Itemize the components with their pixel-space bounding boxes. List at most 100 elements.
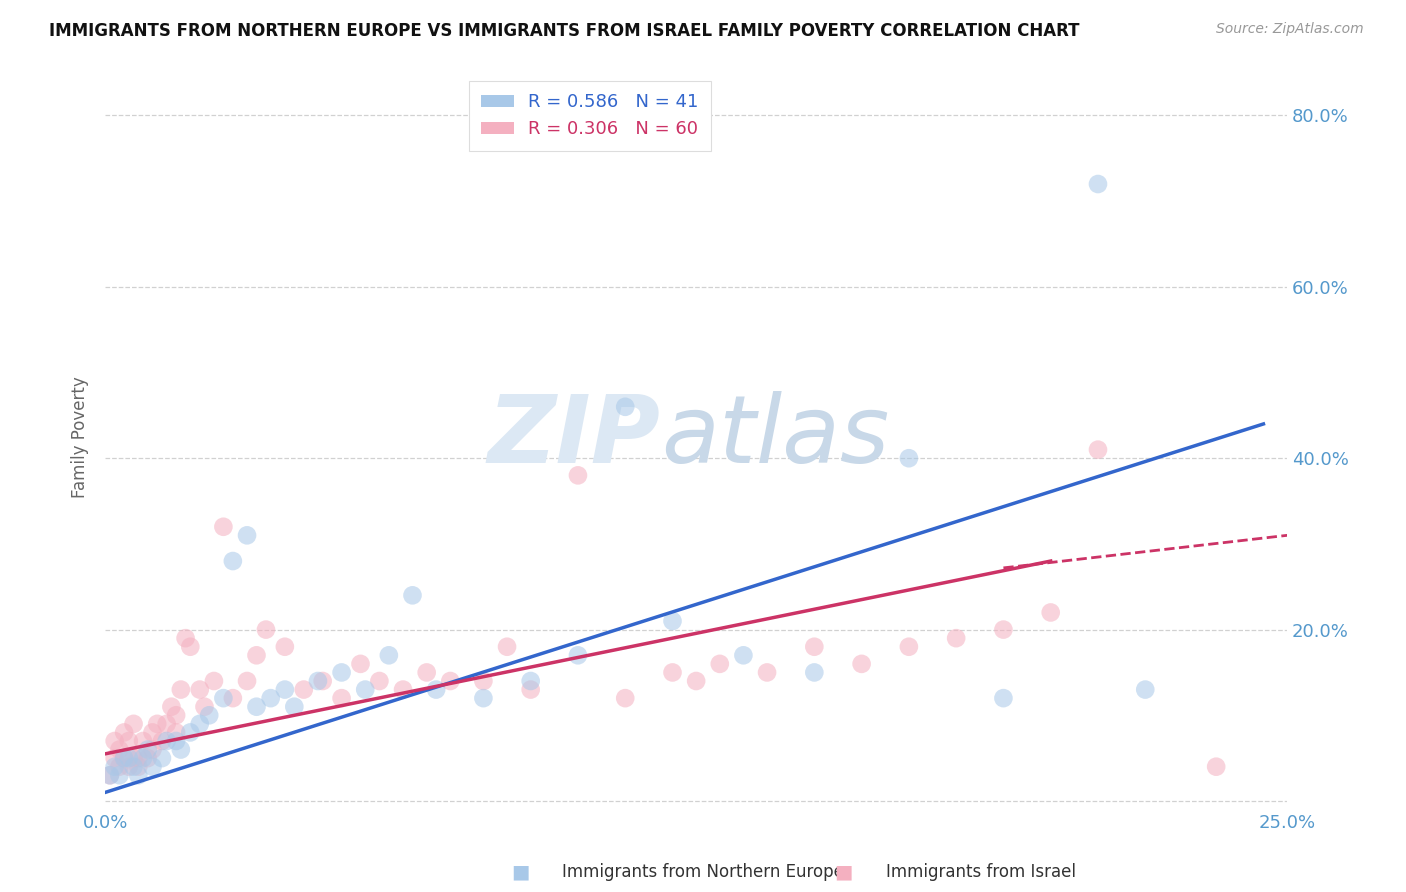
Point (118, 760, 141, 774)
Point (136, 742, 159, 756)
Point (108, 760, 131, 774)
Point (661, 614, 683, 628)
Point (1039, 606, 1062, 620)
Point (519, 682, 541, 697)
Point (401, 588, 423, 602)
Point (496, 640, 519, 654)
Point (132, 734, 155, 748)
Point (245, 648, 267, 663)
Text: Immigrants from Israel: Immigrants from Israel (886, 863, 1076, 881)
Point (160, 699, 183, 714)
Point (150, 751, 173, 765)
Point (141, 725, 163, 739)
Point (439, 673, 461, 688)
Point (112, 751, 135, 765)
Point (165, 725, 187, 739)
Point (136, 751, 159, 765)
Point (292, 682, 315, 697)
Point (519, 673, 541, 688)
Point (803, 640, 825, 654)
Point (146, 716, 169, 731)
Point (98, 768, 121, 782)
Point (1087, 442, 1109, 457)
Point (330, 665, 353, 680)
Point (179, 640, 201, 654)
Point (141, 760, 163, 774)
Point (993, 691, 1015, 706)
Point (150, 734, 173, 748)
Point (803, 665, 825, 680)
Point (415, 665, 437, 680)
Point (127, 768, 149, 782)
Point (141, 742, 163, 756)
Point (118, 734, 141, 748)
Point (661, 665, 683, 680)
Point (170, 682, 193, 697)
Point (354, 682, 377, 697)
Point (897, 640, 920, 654)
Point (330, 691, 353, 706)
Point (472, 691, 495, 706)
Point (108, 768, 131, 782)
Text: IMMIGRANTS FROM NORTHERN EUROPE VS IMMIGRANTS FROM ISRAEL FAMILY POVERTY CORRELA: IMMIGRANTS FROM NORTHERN EUROPE VS IMMIG… (49, 22, 1080, 40)
Legend: R = 0.586   N = 41, R = 0.306   N = 60: R = 0.586 N = 41, R = 0.306 N = 60 (468, 80, 711, 151)
Point (212, 691, 235, 706)
Point (425, 682, 447, 697)
Point (614, 400, 637, 414)
Point (311, 673, 333, 688)
Point (156, 734, 179, 748)
Point (212, 520, 235, 534)
Point (202, 673, 225, 688)
Point (127, 751, 149, 765)
Point (188, 682, 211, 697)
Point (122, 751, 145, 765)
Point (104, 751, 127, 765)
Point (283, 699, 305, 714)
Point (897, 451, 920, 466)
Point (392, 682, 415, 697)
Point (993, 623, 1015, 637)
Point (174, 631, 197, 645)
Point (349, 657, 371, 671)
Text: ■: ■ (834, 863, 853, 882)
Point (122, 716, 145, 731)
Point (222, 554, 245, 568)
Point (567, 648, 589, 663)
Point (118, 751, 141, 765)
Text: atlas: atlas (661, 392, 889, 483)
Point (274, 682, 297, 697)
Point (222, 691, 245, 706)
Point (236, 528, 259, 542)
Text: Immigrants from Northern Europe: Immigrants from Northern Europe (562, 863, 844, 881)
Point (98, 768, 121, 782)
Point (685, 673, 707, 688)
Point (1087, 177, 1109, 191)
Y-axis label: Family Poverty: Family Poverty (72, 376, 89, 498)
Point (132, 751, 155, 765)
Point (112, 725, 135, 739)
Point (274, 640, 297, 654)
Point (567, 468, 589, 483)
Point (112, 751, 135, 765)
Point (733, 648, 755, 663)
Point (1135, 682, 1157, 697)
Point (170, 742, 193, 756)
Text: Source: ZipAtlas.com: Source: ZipAtlas.com (1216, 22, 1364, 37)
Point (254, 623, 277, 637)
Point (104, 760, 127, 774)
Point (378, 648, 401, 663)
Point (368, 673, 391, 688)
Point (165, 734, 187, 748)
Point (851, 657, 873, 671)
Point (165, 708, 187, 723)
Point (756, 665, 779, 680)
Point (1205, 760, 1227, 774)
Point (307, 673, 329, 688)
Point (236, 673, 259, 688)
Point (188, 716, 211, 731)
Point (179, 725, 201, 739)
Point (709, 657, 731, 671)
Point (156, 716, 179, 731)
Point (122, 760, 145, 774)
Point (193, 699, 215, 714)
